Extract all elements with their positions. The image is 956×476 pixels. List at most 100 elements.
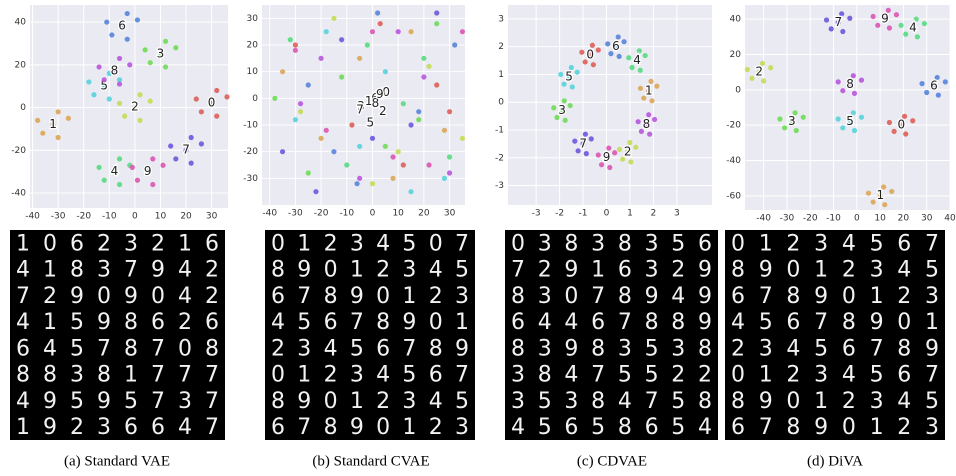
cluster-label: 8 [111,63,119,77]
point [143,47,148,52]
x-tick-label: -40 [756,214,771,224]
x-tick-label: -2 [555,209,564,219]
point [163,64,168,69]
point [331,149,336,154]
y-tick-label: 20 [247,41,259,51]
x-tick-label: 30 [206,212,218,222]
point [652,117,657,122]
cluster-label: 4 [111,164,119,178]
plot-area [508,5,712,205]
point [824,17,829,22]
point [442,176,447,181]
point [293,42,298,47]
point [903,32,908,37]
point [643,53,648,58]
point [579,50,584,55]
y-tick-label: 10 [247,67,259,77]
y-tick-label: 40 [15,18,27,28]
y-tick-label: 1 [498,70,504,80]
cluster-label: 2 [379,104,387,118]
point [137,92,142,97]
point [135,17,140,22]
point [871,14,876,19]
point [331,16,336,21]
point [426,162,431,167]
point [903,131,908,136]
point [150,182,155,187]
point [214,88,219,93]
point [859,115,864,120]
point [768,65,773,70]
point [782,125,787,130]
point [866,191,871,196]
point [383,69,388,74]
point [378,21,383,26]
point [922,21,927,26]
point [107,96,112,101]
point [421,56,426,61]
point [117,101,122,106]
point [96,165,101,170]
point [130,165,135,170]
plot-area [30,5,228,208]
cluster-label: 0 [897,118,905,132]
y-tick-label: -3 [495,181,504,191]
point [125,37,130,42]
point [298,109,303,114]
cluster-label: 7 [579,136,587,150]
point [224,94,229,99]
point [357,56,362,61]
point [199,109,204,114]
point [375,10,380,15]
point [434,21,439,26]
point [889,189,894,194]
point [189,135,194,140]
point [943,79,948,84]
cluster-label: 7 [182,142,190,156]
cluster-label: 9 [376,87,384,101]
point [589,136,594,141]
point [324,128,329,133]
y-tick-label: 0 [735,85,741,95]
point [761,78,766,83]
cluster-label: 9 [603,150,611,164]
point [370,136,375,141]
point [584,151,589,156]
point [401,101,406,106]
point [894,12,899,17]
x-tick-label: 0 [132,212,138,222]
y-tick-label: 20 [730,50,742,60]
point [104,19,109,24]
point [313,189,318,194]
point [628,159,633,164]
point [887,25,892,30]
point [596,152,601,157]
x-tick-label: 10 [392,209,404,219]
x-tick-label: 2 [651,209,657,219]
point [852,128,857,133]
x-tick-label: -10 [826,214,841,224]
point [871,199,876,204]
point [168,143,173,148]
cluster-label: 3 [157,46,165,60]
point [434,10,439,15]
point [924,90,929,95]
point [840,88,845,93]
point [416,117,421,122]
x-tick-label: -20 [76,212,91,222]
y-tick-label: -40 [726,156,741,166]
x-tick-label: 40 [944,214,956,224]
point [56,109,61,114]
point [390,176,395,181]
point [633,145,638,150]
point [777,116,782,121]
caption: (c) CDVAE [577,453,647,469]
point [654,84,659,89]
point [840,29,845,34]
cluster-label: 6 [118,19,126,33]
caption: (b) Standard CVAE [312,453,429,469]
cluster-label: 5 [846,114,854,128]
y-tick-label: 3 [498,14,504,24]
point [298,101,303,106]
x-tick-label: 0 [854,214,860,224]
